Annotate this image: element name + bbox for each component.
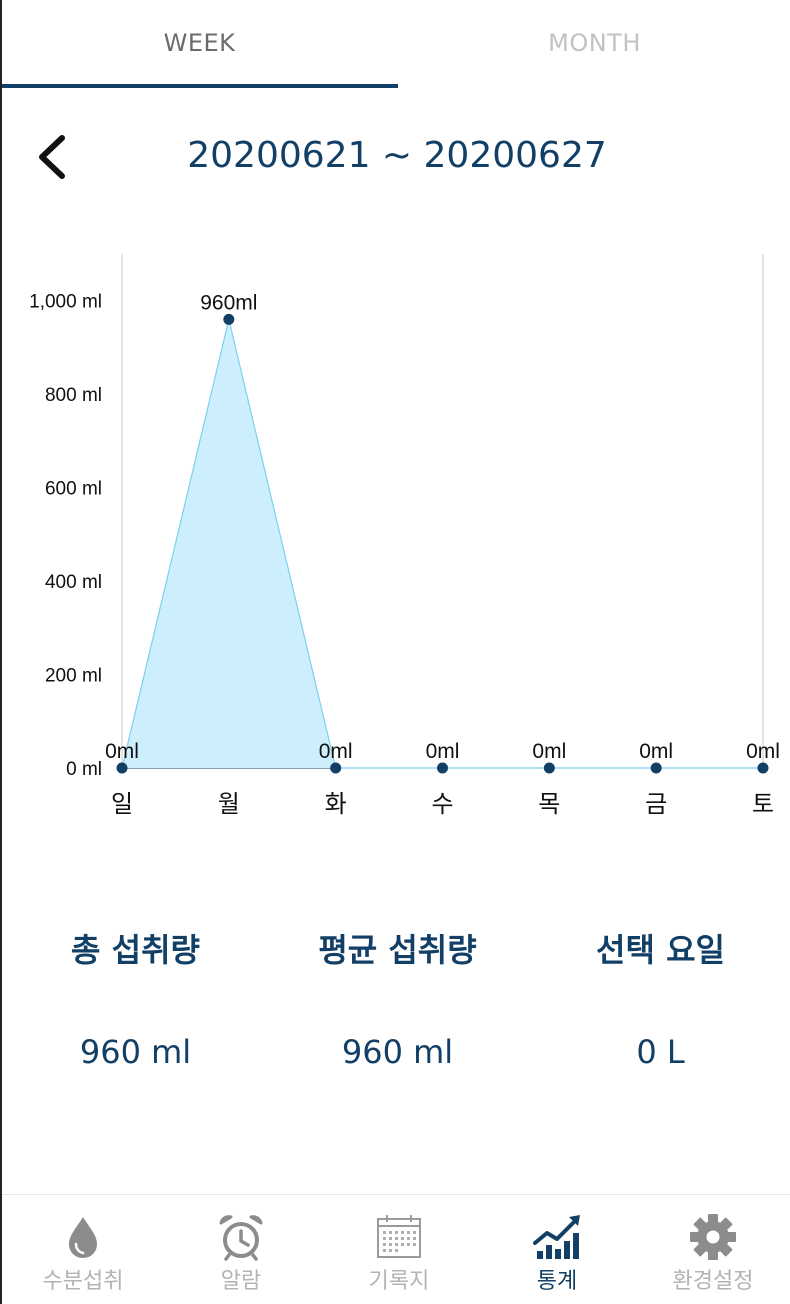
data-label: 0ml [319, 740, 353, 763]
chevron-left-icon [39, 135, 65, 179]
nav-settings[interactable]: 환경설정 [634, 1195, 790, 1304]
stat-selected-day: 선택 요일 0 L [529, 922, 790, 1082]
nav-statistics[interactable]: 통계 [478, 1195, 636, 1304]
tab-week[interactable]: WEEK [163, 29, 236, 57]
nav-water-intake[interactable]: 수분섭취 [4, 1195, 162, 1304]
data-point [223, 313, 235, 325]
nav-alarm[interactable]: 알람 [162, 1195, 320, 1304]
date-range-title: 20200621 ~ 20200627 [187, 135, 607, 176]
gear-icon [690, 1214, 736, 1260]
x-tick-label: 수 [431, 790, 453, 818]
data-point [650, 762, 662, 774]
data-point [330, 762, 342, 774]
data-label: 0ml [105, 740, 139, 763]
stat-total-intake: 총 섭취량 960 ml [4, 922, 267, 1082]
nav-record[interactable]: 기록지 [320, 1195, 478, 1304]
x-tick-label: 화 [325, 790, 347, 818]
data-label: 0ml [532, 740, 566, 763]
stat-selected-value: 0 L [636, 1033, 685, 1071]
period-tabs: WEEK MONTH [2, 0, 790, 88]
stat-average-value: 960 ml [341, 1033, 454, 1071]
x-tick-label: 목 [538, 790, 560, 818]
active-tab-indicator [2, 84, 398, 88]
data-label: 0ml [639, 740, 673, 763]
nav-label: 알람 [220, 1269, 262, 1294]
y-tick-label: 400 ml [45, 572, 102, 593]
stat-total-label: 총 섭취량 [71, 931, 200, 969]
chart-canvas: 0 ml 200 ml 400 ml 600 ml 800 ml 1,000 ml 0ml 일… [29, 254, 780, 818]
nav-label: 통계 [536, 1269, 578, 1294]
stat-average-intake: 평균 섭취량 960 ml [266, 922, 529, 1082]
y-tick-label: 1,000 ml [29, 292, 102, 313]
water-drop-icon [69, 1217, 97, 1258]
stat-selected-label: 선택 요일 [596, 931, 725, 969]
data-point [437, 762, 448, 774]
weekly-intake-chart: 0 ml 200 ml 400 ml 600 ml 800 ml 1,000 ml 0ml 일… [2, 240, 790, 840]
x-tick-label: 일 [111, 790, 133, 818]
y-tick-label: 0 ml [66, 759, 102, 780]
data-label: 0ml [426, 740, 460, 763]
stat-average-label: 평균 섭취량 [318, 931, 477, 969]
data-point [543, 762, 555, 774]
data-label: 960ml [200, 291, 257, 314]
data-label: 0ml [746, 740, 780, 763]
y-tick-label: 200 ml [45, 666, 102, 687]
intake-area [122, 319, 763, 768]
nav-label: 환경설정 [672, 1269, 754, 1294]
stats-summary: 총 섭취량 960 ml 평균 섭취량 960 ml 선택 요일 0 L [2, 922, 790, 1082]
tab-month[interactable]: MONTH [548, 29, 641, 57]
bottom-navigation: 수분섭취 알람 [2, 1194, 790, 1304]
x-tick-label: 월 [218, 790, 240, 818]
alarm-clock-icon [219, 1215, 263, 1261]
calendar-icon [377, 1215, 421, 1258]
nav-label: 수분섭취 [42, 1269, 124, 1294]
nav-label: 기록지 [368, 1269, 430, 1294]
stat-total-value: 960 ml [79, 1033, 192, 1071]
y-tick-label: 800 ml [45, 385, 102, 406]
y-tick-label: 600 ml [45, 479, 102, 500]
trend-chart-icon [533, 1215, 580, 1259]
data-point [116, 762, 128, 774]
back-button[interactable] [30, 128, 78, 186]
x-tick-label: 토 [752, 790, 774, 818]
data-point [757, 762, 769, 774]
x-tick-label: 금 [645, 790, 667, 818]
